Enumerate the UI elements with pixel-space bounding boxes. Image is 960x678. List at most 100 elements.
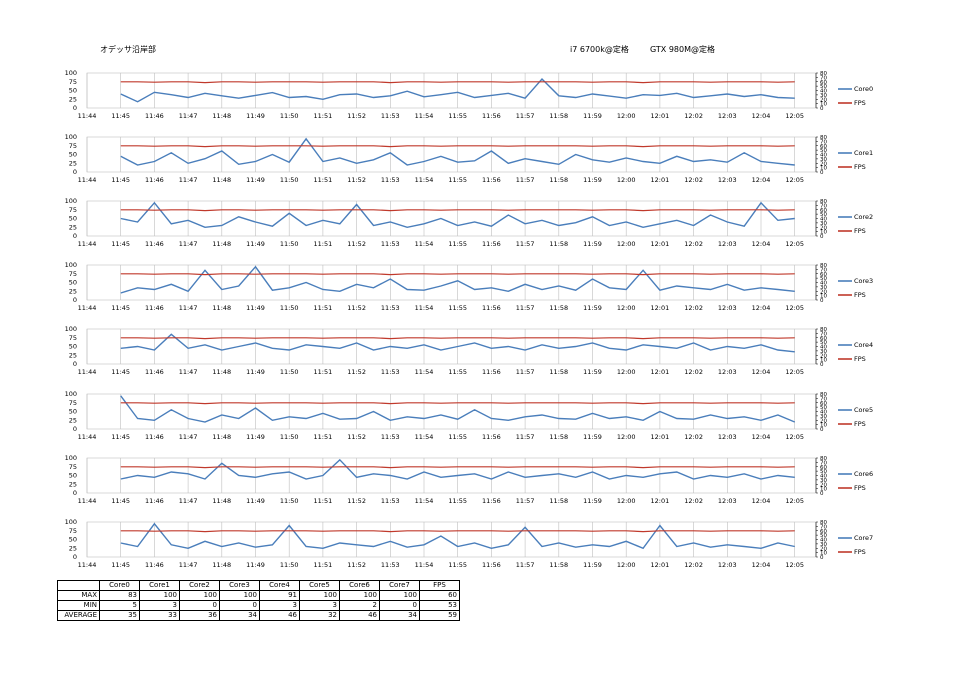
x-tick-label: 11:46	[145, 304, 164, 312]
y-right-tick-label: 10	[820, 166, 827, 172]
y-right-tick-label: 10	[820, 102, 827, 108]
table-cell: 46	[259, 610, 300, 621]
table-header-row: Core0 Core1 Core2 Core3 Core4 Core5 Core6 Core7…	[57, 580, 460, 591]
y-right-tick-label: 60	[820, 336, 827, 342]
x-tick-label: 11:47	[179, 240, 198, 248]
y-right-tick-label: 20	[820, 482, 827, 488]
x-tick-label: 12:02	[684, 304, 703, 312]
y-right-tick-label: 60	[820, 529, 827, 535]
legend-fps-label: FPS	[854, 420, 866, 428]
y-left-tick-label: 50	[69, 151, 77, 159]
x-tick-label: 11:46	[145, 240, 164, 248]
x-tick-label: 11:44	[78, 176, 97, 184]
y-left-tick-label: 0	[73, 489, 77, 497]
x-tick-label: 12:05	[785, 368, 804, 376]
y-right-tick-label: 80	[820, 327, 827, 333]
y-right-tick-label: 10	[820, 487, 827, 493]
table-header-cell: Core7	[379, 580, 420, 591]
x-tick-label: 12:05	[785, 112, 804, 120]
y-left-tick-label: 100	[65, 518, 77, 526]
y-right-tick-label: 80	[820, 135, 827, 141]
y-left-tick-label: 50	[69, 343, 77, 351]
y-right-tick-label: 20	[820, 418, 827, 424]
table-cell: 60	[419, 590, 460, 601]
y-right-tick-label: 80	[820, 71, 827, 77]
x-tick-label: 12:04	[752, 304, 771, 312]
y-right-tick-label: 20	[820, 97, 827, 103]
y-right-tick-label: 50	[820, 405, 827, 411]
table-cell: 100	[379, 590, 420, 601]
x-tick-label: 11:56	[482, 497, 501, 505]
y-right-tick-label: 50	[820, 84, 827, 90]
x-tick-label: 11:49	[246, 561, 265, 569]
x-tick-label: 11:55	[448, 497, 467, 505]
legend-core-label: Core0	[854, 85, 873, 93]
x-tick-label: 12:02	[684, 176, 703, 184]
table-cell: 100	[339, 590, 380, 601]
legend-core-label: Core3	[854, 277, 873, 285]
table-cell: 100	[219, 590, 260, 601]
x-tick-label: 11:59	[583, 497, 602, 505]
y-right-tick-label: 0	[820, 491, 824, 497]
y-right-tick-label: 0	[820, 234, 824, 240]
x-tick-label: 11:50	[280, 304, 299, 312]
y-right-tick-label: 30	[820, 285, 827, 291]
y-right-tick-label: 50	[820, 212, 827, 218]
x-tick-label: 12:05	[785, 561, 804, 569]
x-tick-label: 11:52	[347, 433, 366, 441]
x-tick-label: 11:50	[280, 240, 299, 248]
x-tick-label: 11:57	[516, 433, 535, 441]
y-right-tick-label: 0	[820, 298, 824, 304]
x-tick-label: 11:53	[381, 240, 400, 248]
legend-fps-label: FPS	[854, 227, 866, 235]
gpu-label: GTX 980M@定格	[650, 45, 715, 54]
x-tick-label: 11:57	[516, 497, 535, 505]
y-right-tick-label: 10	[820, 551, 827, 557]
x-tick-label: 12:02	[684, 240, 703, 248]
y-right-tick-label: 40	[820, 474, 827, 480]
x-tick-label: 11:48	[212, 240, 231, 248]
x-tick-label: 12:05	[785, 240, 804, 248]
table-row: AVERAGE 35 33 36 34 46 32 46 34 59	[57, 610, 460, 621]
y-left-tick-label: 25	[69, 416, 77, 424]
x-tick-label: 12:03	[718, 112, 737, 120]
x-tick-label: 11:52	[347, 497, 366, 505]
x-tick-label: 11:44	[78, 112, 97, 120]
legend-core-label: Core5	[854, 406, 873, 414]
x-tick-label: 12:02	[684, 561, 703, 569]
y-left-tick-label: 50	[69, 87, 77, 95]
x-tick-label: 12:02	[684, 368, 703, 376]
y-right-tick-label: 40	[820, 345, 827, 351]
x-tick-label: 11:51	[314, 240, 333, 248]
y-left-tick-label: 75	[69, 527, 77, 535]
x-tick-label: 11:48	[212, 304, 231, 312]
table-header-cell	[57, 580, 100, 591]
legend-core-label: Core2	[854, 213, 873, 221]
table-header-cell: Core1	[139, 580, 180, 591]
x-tick-label: 11:49	[246, 304, 265, 312]
y-right-tick-label: 30	[820, 221, 827, 227]
x-tick-label: 11:46	[145, 112, 164, 120]
x-tick-label: 12:00	[617, 304, 636, 312]
x-tick-label: 11:53	[381, 112, 400, 120]
x-tick-label: 11:49	[246, 176, 265, 184]
table-cell: 0	[219, 600, 260, 611]
x-tick-label: 11:44	[78, 368, 97, 376]
x-tick-label: 11:55	[448, 368, 467, 376]
y-left-tick-label: 0	[73, 553, 77, 561]
y-right-tick-label: 40	[820, 217, 827, 223]
legend-core-label: Core7	[854, 534, 873, 542]
x-tick-label: 11:49	[246, 240, 265, 248]
x-tick-label: 12:03	[718, 433, 737, 441]
y-left-tick-label: 100	[65, 261, 77, 269]
table-row: MIN 5 3 0 0 3 3 2 0 53	[57, 600, 460, 611]
x-tick-label: 11:46	[145, 561, 164, 569]
fps-series-line	[120, 209, 795, 212]
x-tick-label: 11:45	[111, 497, 130, 505]
x-tick-label: 11:59	[583, 176, 602, 184]
x-tick-label: 11:48	[212, 368, 231, 376]
x-tick-label: 12:04	[752, 368, 771, 376]
x-tick-label: 11:55	[448, 240, 467, 248]
x-tick-label: 11:49	[246, 112, 265, 120]
x-tick-label: 11:47	[179, 176, 198, 184]
